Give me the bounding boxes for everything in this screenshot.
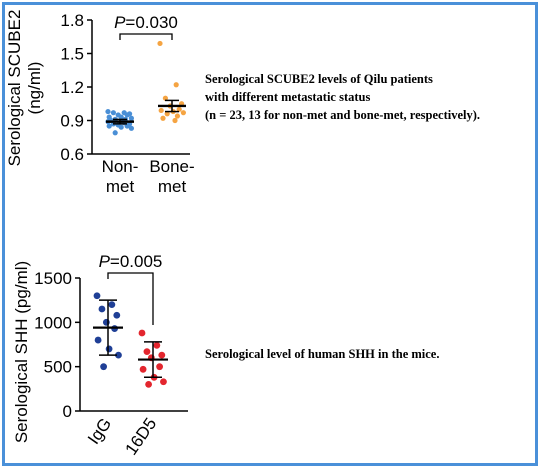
data-point [128,125,134,131]
p-value-number: =0.005 [110,252,162,271]
p-value-label: P=0.005 [99,252,163,271]
y-tick-label: 1.2 [60,78,84,97]
y-tick-label: 0.9 [60,112,84,131]
caption-shh-line-1: Serological level of human SHH in the mi… [205,347,440,361]
y-tick-label: 1500 [34,269,72,288]
data-point [108,301,116,308]
data-point [174,113,180,119]
data-point [143,348,151,355]
y-axis-title-line: (ng/ml) [25,62,44,115]
caption-scube2: Serological SCUBE2 levels of Qilu patien… [205,70,535,124]
data-point [94,336,102,344]
x-category-label: Bone-met [149,157,194,196]
caption-scube2-line-2: with different metastatic status [205,90,371,104]
y-axis-title: Serological SCUBE2(ng/ml) [5,10,44,167]
data-point [172,117,178,124]
x-category-label: IgG [84,414,115,447]
caption-scube2-line-3: (n = 23, 13 for non-met and bone-met, re… [205,108,481,122]
y-tick-label: 0 [63,402,72,421]
data-point [173,82,179,88]
y-tick-label: 1000 [34,313,72,332]
caption-shh: Serological level of human SHH in the mi… [205,345,525,363]
x-category-label-line: Bone- [149,157,194,176]
y-tick-label: 0.6 [60,145,84,164]
caption-scube2-line-1: Serological SCUBE2 levels of Qilu patien… [205,72,433,86]
data-point [138,329,146,337]
data-point [160,115,166,121]
p-value-letter: P [99,252,111,271]
data-point [158,351,166,359]
data-point [158,107,164,114]
x-category-label: Non-met [102,157,139,196]
data-point [153,341,161,349]
data-point [100,363,107,371]
data-point [118,114,124,120]
data-point [139,365,147,373]
data-point [115,351,122,359]
p-value-number: =0.030 [125,13,177,32]
y-tick-label: 1.8 [60,11,84,30]
data-point [93,292,101,300]
data-point [164,111,170,117]
data-point [124,123,130,129]
data-point [113,311,121,319]
data-point [106,123,112,129]
data-point [176,106,182,112]
data-point [110,110,116,116]
y-axis-title-line: Serological SCUBE2 [5,10,24,167]
data-point [105,345,113,353]
data-point [118,124,124,130]
data-point [180,110,186,116]
y-tick-label: 1.5 [60,45,84,64]
y-axis-title: Serological SHH (pg/ml) [12,261,31,443]
data-point [112,130,118,136]
p-value-letter: P [114,13,126,32]
x-category-label-line: met [106,177,135,196]
x-category-label: 16D5 [121,414,160,458]
data-point [145,381,153,388]
data-point [160,378,167,386]
significance-bracket [119,33,173,40]
data-point [128,115,134,121]
x-category-label-line: met [158,177,187,196]
data-point [157,40,163,47]
data-point [98,305,106,313]
data-point [105,108,111,115]
data-point [162,95,168,101]
y-tick-label: 500 [44,358,72,377]
data-point [124,112,130,118]
p-value-label: P=0.030 [114,13,178,32]
x-category-label-line: Non- [102,157,139,176]
significance-bracket [107,272,154,325]
data-point [156,363,164,371]
